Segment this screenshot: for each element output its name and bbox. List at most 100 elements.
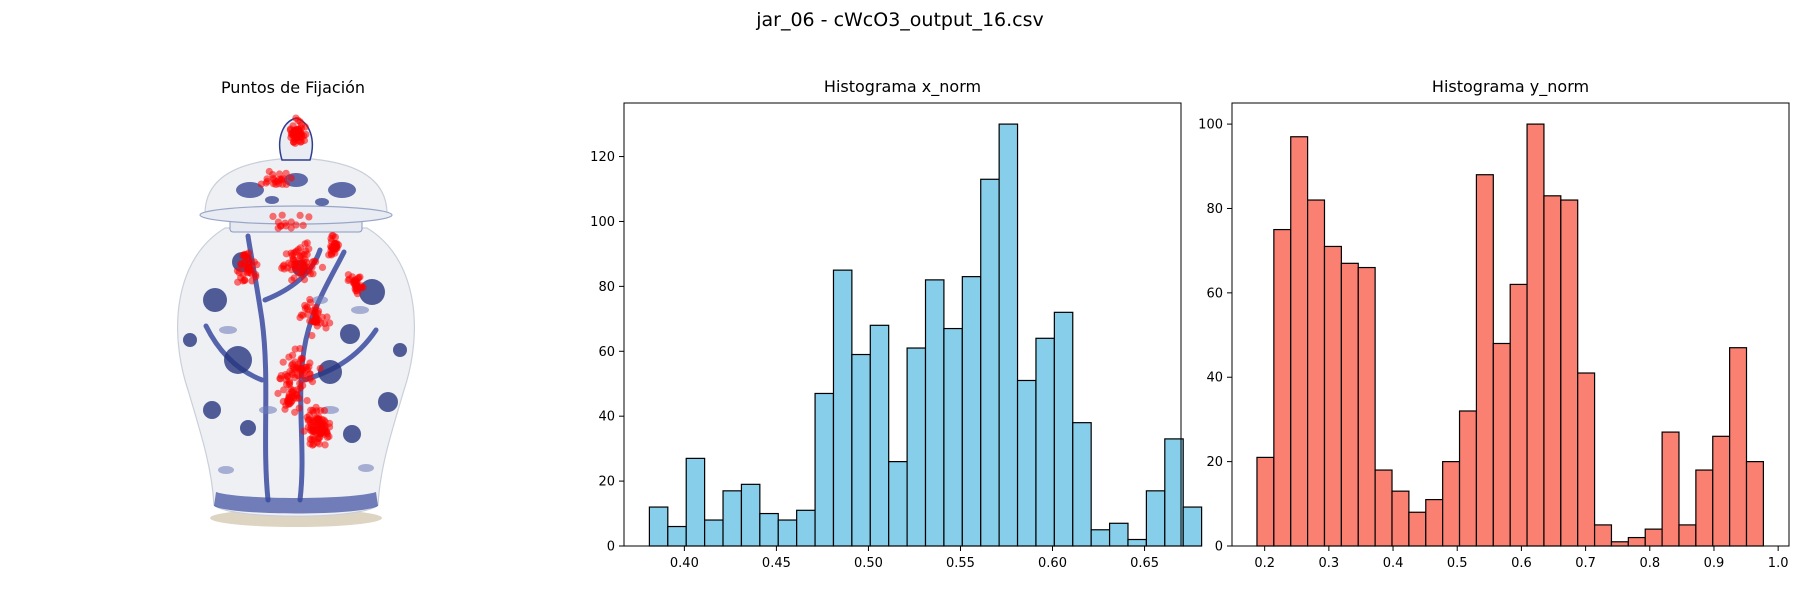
fixation-point — [321, 441, 329, 449]
histogram-bar — [1127, 538, 1147, 547]
histogram-bar — [648, 506, 669, 547]
histogram-bar — [1475, 174, 1494, 547]
x-tick-label: 0.9 — [1704, 556, 1725, 571]
histogram-bar — [1035, 337, 1055, 547]
y-tick-label: 60 — [1206, 286, 1223, 301]
figure-suptitle: jar_06 - cWcO3_output_16.csv — [755, 9, 1044, 31]
histogram-bar — [869, 324, 890, 547]
fixation-point — [275, 170, 284, 178]
fixation-point — [351, 276, 359, 284]
histogram-y-frame — [1231, 102, 1790, 547]
fixation-point — [307, 426, 315, 434]
histogram-bar — [1458, 410, 1478, 547]
histogram-x-yaxis: 0 20 40 60 80 100 120 — [590, 150, 624, 555]
fixation-point — [269, 212, 277, 220]
y-tick-label: 80 — [598, 280, 615, 295]
fixation-point — [353, 287, 361, 295]
histogram-x-frame — [623, 102, 1182, 547]
fixation-point — [291, 408, 299, 416]
histogram-bar — [1164, 438, 1184, 547]
fixation-point — [274, 389, 282, 397]
fixation-point — [239, 277, 247, 285]
x-tick-label: 0.5 — [1447, 556, 1468, 571]
fixation-point — [280, 386, 288, 394]
x-tick-label: 0.50 — [854, 556, 883, 571]
fixation-point — [313, 421, 321, 429]
histogram-bar — [1543, 195, 1562, 547]
fixation-point — [331, 233, 339, 241]
fixation-point — [282, 180, 290, 188]
histogram-bar — [1290, 136, 1309, 547]
x-tick-label: 0.7 — [1575, 556, 1596, 571]
y-tick-label: 40 — [1206, 371, 1223, 386]
histogram-bar — [1509, 283, 1528, 547]
fixation-point — [246, 259, 254, 268]
histogram-bar — [1053, 311, 1074, 547]
histogram-bar — [1256, 456, 1275, 547]
fixation-point — [310, 318, 318, 326]
fixation-point — [287, 174, 295, 182]
fixation-point — [295, 404, 303, 412]
histogram-bar — [1340, 262, 1359, 547]
fixation-point — [310, 440, 318, 448]
fixation-point — [308, 263, 316, 271]
histogram-bar — [759, 512, 779, 547]
histogram-bar — [1374, 469, 1393, 547]
fixation-point — [318, 263, 327, 271]
fixation-point — [293, 364, 301, 372]
fixation-point — [297, 270, 305, 278]
histogram-y-xaxis: 0.2 0.3 0.4 0.5 0.6 0.7 0.8 0.9 1.0 — [1254, 546, 1788, 571]
fixation-point — [318, 313, 326, 321]
x-tick-label: 1.0 — [1768, 556, 1789, 571]
histogram-bar — [1273, 228, 1292, 547]
fixation-point — [276, 222, 285, 230]
fixation-point — [288, 129, 296, 137]
fixation-point — [303, 397, 311, 405]
fixation-point — [287, 218, 295, 226]
fixation-point — [290, 249, 298, 257]
y-tick-label: 100 — [1198, 118, 1223, 133]
histogram-bar — [1712, 435, 1731, 547]
fixation-point — [296, 313, 304, 322]
histogram-bar — [1307, 199, 1326, 547]
histogram-bar — [1182, 506, 1203, 547]
fixation-point — [280, 261, 288, 269]
fixation-point — [295, 372, 303, 380]
fixation-point — [269, 171, 277, 179]
x-tick-label: 0.60 — [1038, 556, 1067, 571]
fixation-point — [285, 353, 293, 361]
y-tick-label: 0 — [1215, 540, 1223, 555]
fixation-point — [294, 116, 302, 124]
fixation-point — [240, 259, 248, 267]
histogram-bar — [685, 457, 706, 547]
fixation-point — [344, 271, 352, 279]
histogram-bar — [667, 525, 687, 547]
histogram-bar — [1391, 490, 1410, 547]
histogram-bar — [814, 392, 835, 547]
histogram-bar — [1678, 524, 1697, 547]
y-tick-label: 20 — [598, 475, 615, 490]
fixation-point — [318, 429, 326, 437]
histogram-y-title: Histograma y_norm — [1432, 77, 1589, 97]
histogram-bar — [851, 353, 871, 547]
fixation-point — [296, 345, 304, 353]
fixation-point — [326, 319, 334, 327]
fixation-point — [288, 387, 296, 396]
y-tick-label: 40 — [598, 410, 615, 425]
fixation-point — [253, 261, 261, 269]
fixation-point — [304, 416, 312, 424]
fixation-point — [311, 308, 319, 316]
y-tick-label: 120 — [590, 150, 615, 165]
image-panel-title: Puntos de Fijación — [221, 78, 365, 97]
histogram-bar — [722, 490, 743, 547]
histogram-bar — [704, 519, 724, 547]
histogram-bar — [1016, 379, 1037, 547]
fixation-point — [282, 169, 290, 177]
histogram-bar — [777, 519, 798, 547]
fixation-point — [292, 259, 300, 267]
histogram-bar — [943, 327, 963, 547]
histogram-bar — [980, 178, 1000, 547]
x-tick-label: 0.2 — [1254, 556, 1275, 571]
fixation-point — [316, 416, 324, 424]
